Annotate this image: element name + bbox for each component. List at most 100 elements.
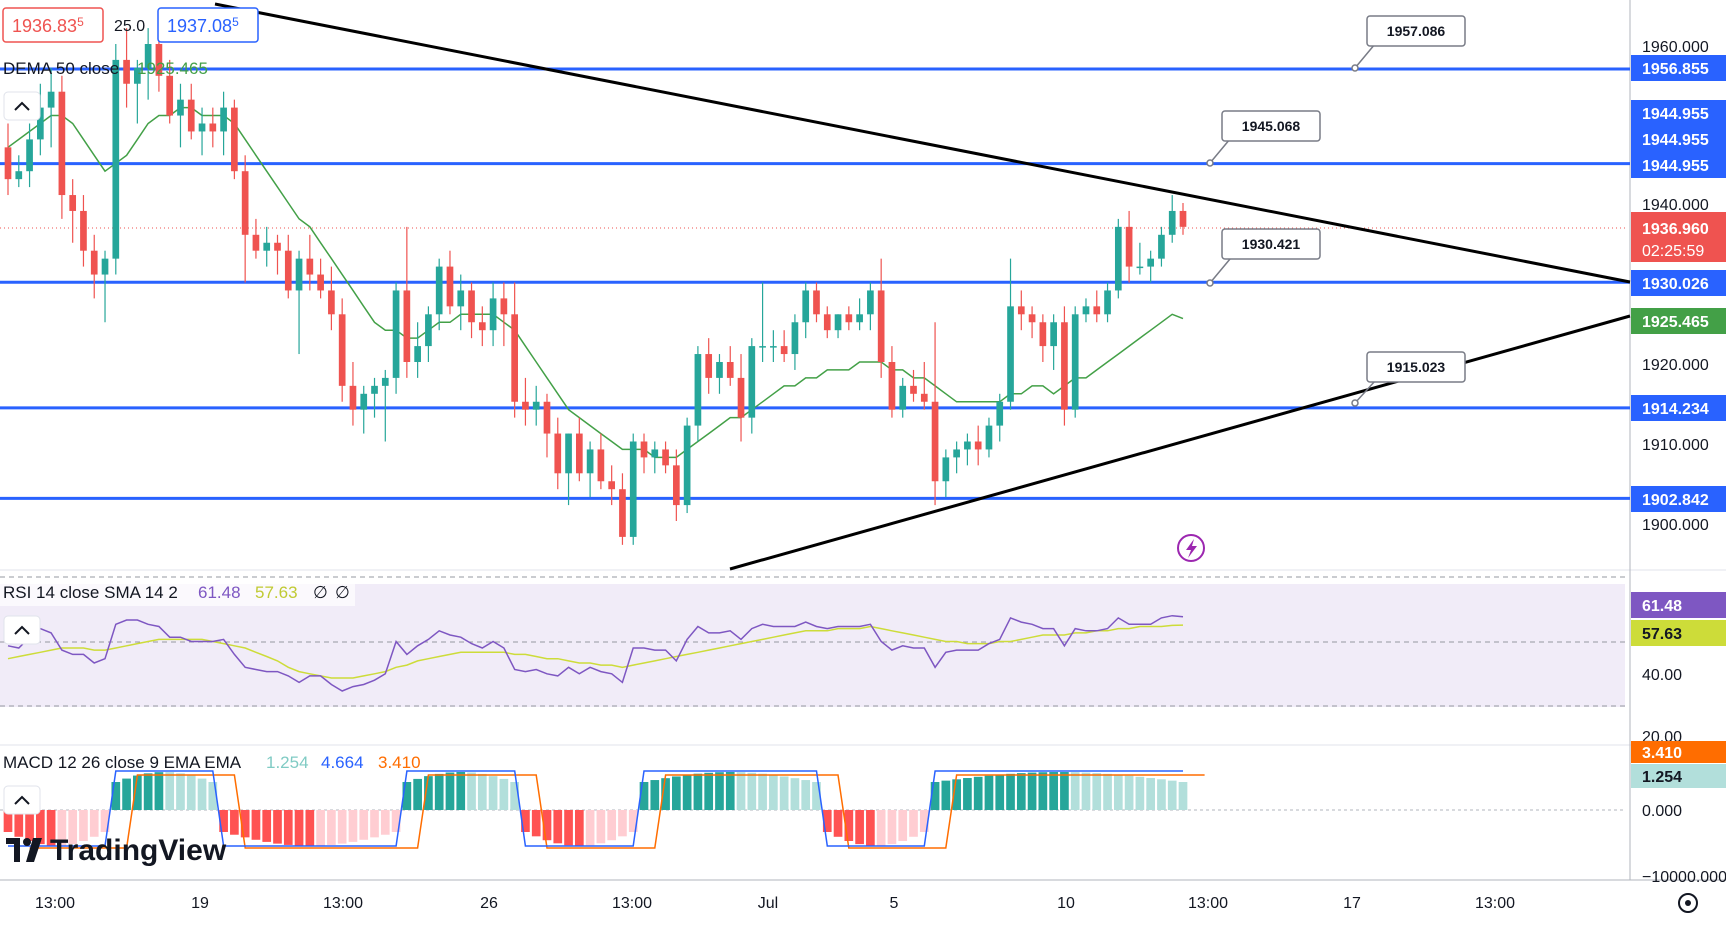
macd-hist-bar <box>445 772 455 810</box>
candle-body <box>1061 322 1068 410</box>
macd-collapse-button[interactable] <box>3 785 41 815</box>
time-tick: 13:00 <box>612 895 652 912</box>
dema-50-line <box>7 106 1184 459</box>
callout-1945[interactable]: 1945.068 <box>1206 110 1321 167</box>
macd-line-value: 4.664 <box>321 753 364 772</box>
macd-hist-bar <box>909 810 918 837</box>
candle-body <box>575 433 583 474</box>
macd-tick: −10000.000 <box>1642 869 1726 886</box>
candle-body <box>1136 266 1144 269</box>
candle-body <box>920 393 928 402</box>
macd-hist-bar <box>1146 778 1156 810</box>
callout-1930[interactable]: 1930.421 <box>1206 228 1321 287</box>
candle-body <box>554 433 562 474</box>
candle-body <box>349 385 357 410</box>
rsi-na-2: ∅ <box>335 583 350 602</box>
macd-hist-bar <box>585 810 595 846</box>
candle-body <box>187 99 195 132</box>
macd-hist-bar <box>1027 772 1037 810</box>
macd-hist-bar <box>661 778 670 810</box>
rsi-collapse-button[interactable] <box>3 615 41 645</box>
candle-body <box>446 266 454 307</box>
candle-body <box>543 401 551 434</box>
time-tick: 13:00 <box>1475 895 1515 912</box>
macd-hist-bar <box>1157 779 1166 810</box>
time-tick: 10 <box>1057 895 1075 912</box>
rsi-line <box>7 614 1184 692</box>
candle-body <box>403 290 411 362</box>
dema-label: DEMA 50 close <box>3 59 119 78</box>
macd-hist-bar <box>1060 772 1069 810</box>
rsi-legend: RSI 14 close SMA 14 2 61.48 57.63 ∅ ∅ <box>0 578 355 645</box>
candle-body <box>996 401 1004 426</box>
candle-body <box>252 234 260 251</box>
callout-1915[interactable]: 1915.023 <box>1351 351 1466 407</box>
collapse-button[interactable] <box>3 91 41 121</box>
macd-hist-bar <box>240 810 250 838</box>
candle-body <box>867 290 874 315</box>
settings-icon[interactable] <box>1678 893 1698 913</box>
macd-hist-bar <box>176 773 185 810</box>
macd-hist-bar <box>510 782 519 810</box>
time-tick: 5 <box>890 895 899 912</box>
macd-hist-bar <box>930 782 940 810</box>
candle-body <box>759 346 766 348</box>
time-tick: 13:00 <box>1188 895 1228 912</box>
candle-body <box>856 314 863 323</box>
callout-text: 1957.086 <box>1387 23 1446 39</box>
descending-trendline[interactable] <box>214 2 1631 284</box>
macd-hist-bar <box>973 776 983 810</box>
macd-hist-bar <box>553 810 563 844</box>
macd-hist-bar <box>1092 773 1102 810</box>
macd-hist-bar <box>887 810 897 845</box>
macd-hist-bar <box>1049 772 1058 810</box>
macd-hist-bar <box>618 810 627 837</box>
candle-body <box>274 242 281 251</box>
macd-hist-bar <box>596 810 606 844</box>
macd-hist-bar <box>779 776 789 810</box>
axis-tick: 1960.000 <box>1642 39 1709 56</box>
candle-body <box>306 258 314 275</box>
macd-hist-bar <box>402 782 412 810</box>
macd-hist-bar <box>1124 775 1134 810</box>
candle-body <box>931 401 939 482</box>
macd-hist-bar <box>1167 780 1177 810</box>
ascending-trendline[interactable] <box>729 314 1631 571</box>
callout-text: 1945.068 <box>1242 118 1301 134</box>
candle-body <box>392 290 400 378</box>
macd-hist-bar <box>1038 772 1048 810</box>
macd-hist-bar <box>704 772 714 810</box>
macd-hist-value: 1.254 <box>266 753 309 772</box>
ask-box[interactable] <box>157 7 259 43</box>
candle-body <box>888 362 896 410</box>
level-tag <box>1631 55 1726 81</box>
macd-hist-bar <box>876 810 886 846</box>
candle-body <box>942 457 950 482</box>
time-tick: 13:00 <box>323 895 363 912</box>
bid-box[interactable] <box>2 7 104 43</box>
macd-hist-bar <box>208 782 218 810</box>
candle-body <box>953 449 960 458</box>
macd-pane <box>3 770 1205 849</box>
rsi-na-1: ∅ <box>313 583 328 602</box>
macd-hist-bar <box>639 782 649 810</box>
callout-text: 1915.023 <box>1387 359 1446 375</box>
lightning-icon[interactable] <box>1177 534 1205 562</box>
macd-hist-bar <box>477 773 487 810</box>
macd-hist-bar <box>186 775 196 810</box>
macd-hist-bar <box>521 810 530 832</box>
macd-hist-bar <box>327 810 336 845</box>
candle-body <box>317 274 324 291</box>
candle-body <box>1082 306 1090 315</box>
candle-body <box>619 489 626 537</box>
macd-hist-bar <box>812 782 821 810</box>
macd-hist-bar <box>682 774 692 810</box>
candle-body <box>425 314 432 347</box>
callout-1957[interactable]: 1957.086 <box>1351 15 1466 72</box>
candle-body <box>500 298 508 315</box>
level-tags: 1956.855 1944.955 1944.955 1944.955 1930.026… <box>1631 55 1726 512</box>
level-tag <box>1631 152 1726 178</box>
macd-hist-bar <box>1113 774 1123 810</box>
macd-signal-tag: 3.410 <box>1642 745 1682 762</box>
